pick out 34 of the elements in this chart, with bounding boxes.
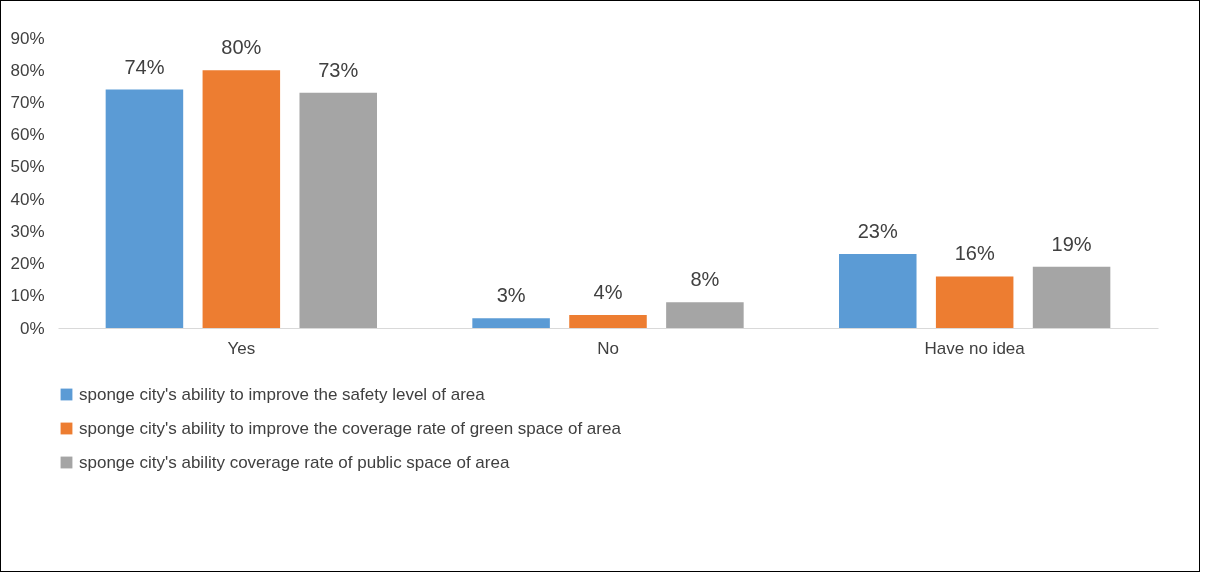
data-label: 8% <box>690 268 720 291</box>
legend-label: sponge city's ability to improve the coverage rate of green space of area <box>79 418 622 438</box>
data-label: 16% <box>954 242 995 265</box>
legend-label: sponge city's ability coverage rate of public space of area <box>79 452 510 472</box>
bar <box>666 302 744 328</box>
bar <box>299 92 377 328</box>
y-tick-label: 90% <box>10 28 45 48</box>
bar <box>839 253 917 328</box>
y-tick-label: 0% <box>19 318 45 338</box>
bar <box>1032 266 1111 328</box>
bar <box>105 89 184 328</box>
x-tick-label: Yes <box>227 338 256 358</box>
data-label: 3% <box>496 284 526 307</box>
x-tick-label: Have no idea <box>924 338 1026 358</box>
data-label: 4% <box>593 281 623 304</box>
data-label: 19% <box>1051 232 1092 255</box>
y-tick-label: 20% <box>10 254 45 274</box>
data-label: 23% <box>857 219 898 242</box>
bar <box>935 276 1014 328</box>
y-tick-label: 30% <box>10 221 45 241</box>
y-tick-label: 70% <box>10 92 45 112</box>
y-tick-label: 80% <box>10 60 45 80</box>
data-label: 80% <box>221 36 262 59</box>
y-tick-label: 50% <box>10 157 45 177</box>
bar <box>202 70 281 328</box>
data-label: 73% <box>318 58 359 81</box>
data-label: 74% <box>124 55 165 78</box>
x-tick-label: No <box>597 338 619 358</box>
bar <box>472 318 550 328</box>
y-tick-label: 40% <box>10 189 45 209</box>
bar <box>569 315 647 328</box>
legend-label: sponge city's ability to improve the safety level of area <box>79 384 486 404</box>
y-tick-label: 10% <box>10 286 45 306</box>
y-tick-label: 60% <box>10 125 45 145</box>
